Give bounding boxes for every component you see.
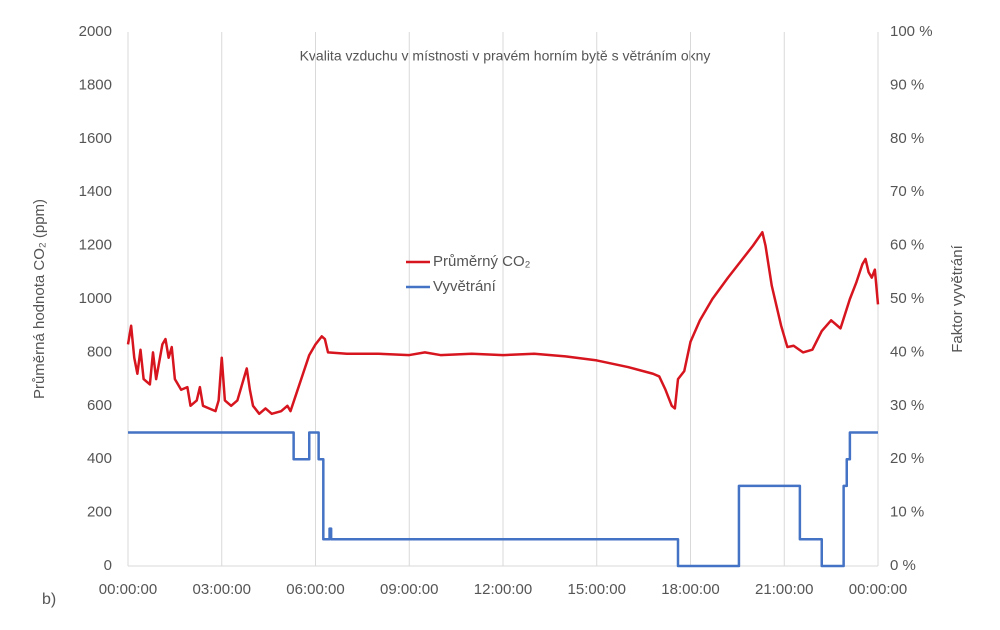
y2-axis-label: Faktor vyvětrání xyxy=(949,244,966,352)
x-tick-label: 15:00:00 xyxy=(568,581,626,598)
y2-tick-label: 60 % xyxy=(890,237,924,254)
y2-tick-label: 50 % xyxy=(890,290,924,307)
chart-title: Kvalita vzduchu v místnosti v pravém hor… xyxy=(300,48,711,64)
y2-tick-label: 90 % xyxy=(890,76,924,93)
series-line xyxy=(128,431,878,568)
x-tick-label: 06:00:00 xyxy=(286,581,344,598)
series-line xyxy=(126,231,880,416)
x-tick-label: 21:00:00 xyxy=(755,581,813,598)
y-axis-label: Průměrná hodnota CO₂ (ppm) xyxy=(31,199,48,399)
y-tick-label: 0 xyxy=(104,557,112,574)
x-tick-label: 00:00:00 xyxy=(99,581,157,598)
y2-tick-label: 30 % xyxy=(890,397,924,414)
y2-tick-label: 20 % xyxy=(890,450,924,467)
x-tick-label: 09:00:00 xyxy=(380,581,438,598)
x-tick-label: 18:00:00 xyxy=(661,581,719,598)
x-tick-label: 03:00:00 xyxy=(193,581,251,598)
x-tick-label: 12:00:00 xyxy=(474,581,532,598)
y2-tick-label: 80 % xyxy=(890,130,924,147)
y-tick-label: 1600 xyxy=(79,130,112,147)
annotation: b) xyxy=(42,591,56,608)
y-tick-label: 800 xyxy=(87,343,112,360)
y-tick-label: 200 xyxy=(87,504,112,521)
y2-tick-label: 10 % xyxy=(890,504,924,521)
y-tick-label: 1200 xyxy=(79,237,112,254)
legend-label: Vyvětrání xyxy=(433,278,497,295)
y2-tick-label: 100 % xyxy=(890,23,933,40)
x-tick-label: 00:00:00 xyxy=(849,581,907,598)
y-tick-label: 1400 xyxy=(79,183,112,200)
y-tick-label: 1000 xyxy=(79,290,112,307)
y2-tick-label: 0 % xyxy=(890,557,916,574)
y-tick-label: 600 xyxy=(87,397,112,414)
y2-tick-label: 40 % xyxy=(890,343,924,360)
y-tick-label: 1800 xyxy=(79,76,112,93)
legend-label: Průměrný CO₂ xyxy=(433,253,531,270)
y-tick-label: 400 xyxy=(87,450,112,467)
y2-tick-label: 70 % xyxy=(890,183,924,200)
y-tick-label: 2000 xyxy=(79,23,112,40)
